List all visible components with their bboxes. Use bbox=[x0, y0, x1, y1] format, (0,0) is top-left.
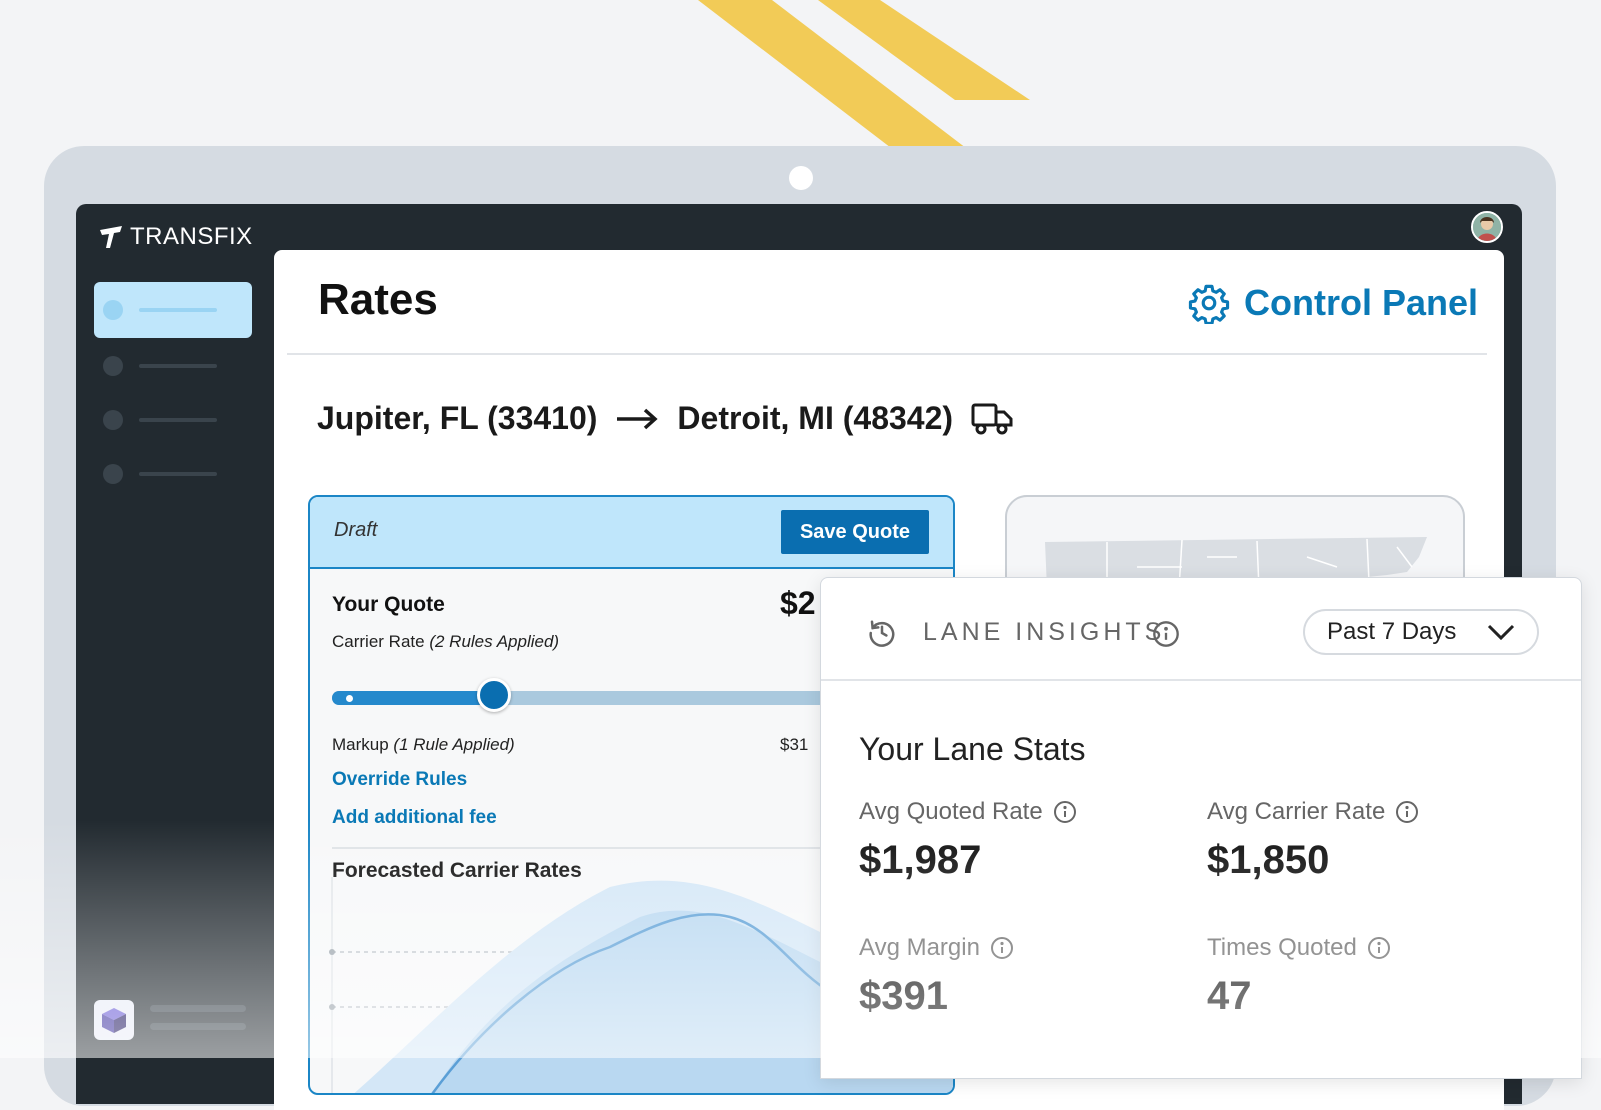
camera-dot bbox=[789, 166, 813, 190]
slider-min-marker bbox=[346, 695, 353, 702]
truck-icon bbox=[971, 403, 1013, 434]
stat-label: Times Quoted bbox=[1207, 934, 1357, 961]
quote-status: Draft bbox=[334, 519, 378, 541]
user-avatar[interactable] bbox=[1471, 211, 1503, 243]
cube-icon bbox=[102, 1008, 126, 1033]
stat-avg-quoted-rate: Avg Quoted Rate $1,987 bbox=[859, 798, 1077, 883]
carrier-rate-slider-fill bbox=[332, 691, 494, 705]
chevron-down-icon bbox=[1487, 624, 1515, 640]
us-map-image bbox=[1045, 537, 1427, 590]
forecast-tick bbox=[329, 1004, 335, 1010]
sidebar-item-4[interactable] bbox=[94, 446, 252, 502]
stat-label: Avg Carrier Rate bbox=[1207, 798, 1386, 825]
sidebar-item-icon bbox=[103, 356, 123, 376]
decorative-stripes bbox=[698, 0, 1030, 174]
stat-avg-carrier-rate: Avg Carrier Rate $1,850 bbox=[1207, 798, 1419, 883]
your-quote-label: Your Quote bbox=[332, 593, 445, 616]
workspace-name-placeholder bbox=[150, 1005, 246, 1012]
stat-label-wrap: Avg Carrier Rate bbox=[1207, 798, 1419, 826]
sidebar-item-label-placeholder bbox=[139, 418, 217, 422]
quote-total-value: $2 bbox=[780, 585, 816, 621]
markup-text: Markup bbox=[332, 735, 389, 754]
header-divider bbox=[287, 353, 1487, 355]
markup-label: Markup (1 Rule Applied) bbox=[332, 735, 515, 755]
lane-stats-title: Your Lane Stats bbox=[859, 731, 1086, 767]
stat-label-wrap: Times Quoted bbox=[1207, 934, 1391, 962]
avatar-icon bbox=[1473, 213, 1501, 241]
stat-value: $1,987 bbox=[859, 838, 982, 882]
carrier-rate-slider-handle[interactable] bbox=[477, 678, 511, 712]
lane-insights-title: LANE INSIGHTS bbox=[923, 618, 1166, 646]
sidebar-item-icon bbox=[103, 464, 123, 484]
sidebar-item-label-placeholder bbox=[139, 472, 217, 476]
info-icon[interactable] bbox=[990, 936, 1014, 960]
info-icon[interactable] bbox=[1395, 800, 1419, 824]
carrier-rate-label: Carrier Rate (2 Rules Applied) bbox=[332, 632, 559, 652]
quote-header: Draft Save Quote bbox=[310, 497, 953, 569]
stat-label: Avg Margin bbox=[859, 934, 980, 961]
brand-logo[interactable]: TRANSFIX bbox=[98, 223, 253, 251]
sidebar-item-rates[interactable] bbox=[94, 282, 252, 338]
sidebar-item-3[interactable] bbox=[94, 392, 252, 448]
stat-times-quoted: Times Quoted 47 bbox=[1207, 934, 1391, 1019]
sidebar-item-2[interactable] bbox=[94, 338, 252, 394]
info-icon[interactable] bbox=[1152, 620, 1180, 648]
stat-label-wrap: Avg Quoted Rate bbox=[859, 798, 1077, 826]
page-title: Rates bbox=[318, 275, 438, 324]
add-fee-link[interactable]: Add additional fee bbox=[332, 807, 497, 828]
markup-value: $31 bbox=[780, 735, 809, 754]
override-rules-link[interactable]: Override Rules bbox=[332, 769, 468, 790]
workspace-cube-icon[interactable] bbox=[94, 1000, 134, 1040]
info-icon[interactable] bbox=[1367, 936, 1391, 960]
forecast-tick bbox=[329, 949, 335, 955]
sidebar-item-icon bbox=[103, 410, 123, 430]
stat-label-wrap: Avg Margin bbox=[859, 934, 1014, 962]
control-panel-link[interactable]: Control Panel bbox=[1188, 282, 1478, 324]
route-summary: Jupiter, FL (33410) Detroit, MI (48342) bbox=[317, 400, 1013, 437]
date-range-select[interactable]: Past 7 Days bbox=[1303, 609, 1539, 655]
stat-value: $1,850 bbox=[1207, 838, 1330, 882]
save-quote-button[interactable]: Save Quote bbox=[781, 510, 929, 554]
sidebar-item-icon bbox=[103, 300, 123, 320]
info-icon[interactable] bbox=[1053, 800, 1077, 824]
carrier-rate-note: (2 Rules Applied) bbox=[429, 632, 560, 651]
transfix-logo-icon bbox=[100, 226, 122, 248]
stat-label: Avg Quoted Rate bbox=[859, 798, 1043, 825]
brand-name: TRANSFIX bbox=[130, 223, 253, 250]
lane-insights-header: LANE INSIGHTS Past 7 Days bbox=[821, 578, 1581, 681]
history-icon bbox=[869, 620, 895, 647]
arrow-right-icon bbox=[617, 408, 659, 429]
sidebar-item-label-placeholder bbox=[139, 308, 217, 312]
sidebar-item-label-placeholder bbox=[139, 364, 217, 368]
control-panel-label: Control Panel bbox=[1244, 282, 1479, 323]
stat-value: 47 bbox=[1207, 974, 1252, 1018]
gear-icon bbox=[1188, 284, 1230, 324]
date-range-value: Past 7 Days bbox=[1327, 618, 1457, 645]
workspace-sub-placeholder bbox=[150, 1023, 246, 1030]
markup-note: (1 Rule Applied) bbox=[393, 735, 515, 754]
carrier-rate-text: Carrier Rate bbox=[332, 632, 425, 651]
route-destination: Detroit, MI (48342) bbox=[677, 400, 954, 436]
route-origin: Jupiter, FL (33410) bbox=[317, 400, 598, 436]
stat-value: $391 bbox=[859, 974, 948, 1018]
stat-avg-margin: Avg Margin $391 bbox=[859, 934, 1014, 1019]
lane-insights-card: LANE INSIGHTS Past 7 Days Your Lane Stat… bbox=[820, 577, 1582, 1079]
